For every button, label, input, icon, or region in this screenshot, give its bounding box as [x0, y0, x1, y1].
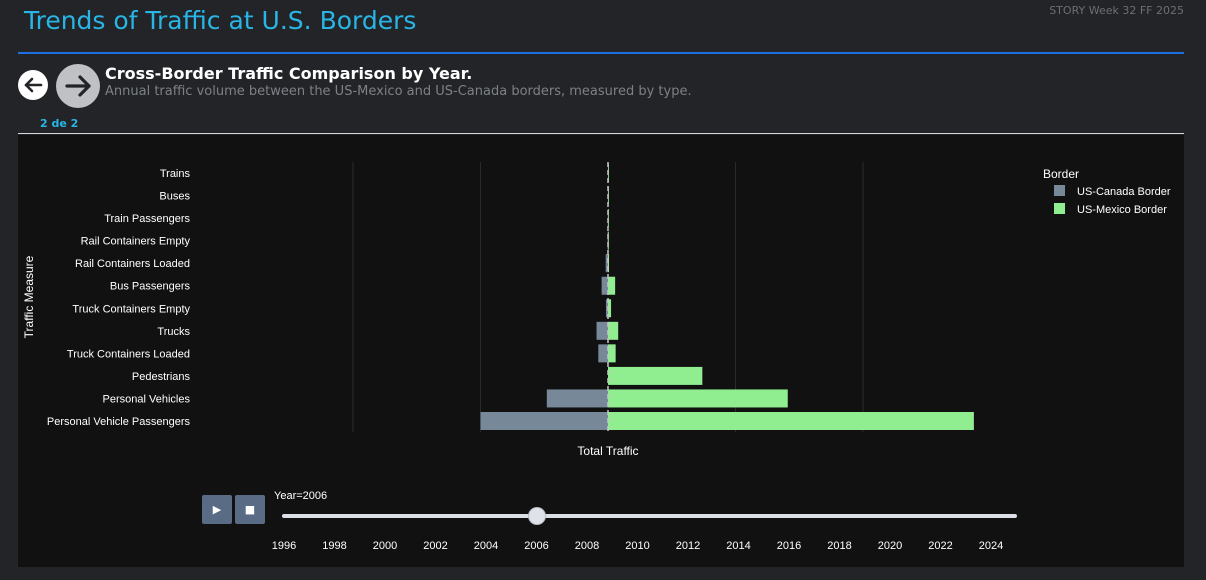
year-slider-track[interactable]	[282, 514, 1017, 518]
slider-tick-label: 2018	[827, 540, 852, 552]
slider-tick-label: 2022	[928, 540, 953, 552]
bar-mexico-5	[608, 276, 616, 295]
bar-canada-5	[601, 276, 608, 295]
slider-tick-label: 2016	[776, 540, 802, 552]
play-icon: ▶	[212, 503, 222, 516]
y-tick-label: Trucks	[157, 326, 190, 338]
slider-tick-label: 2002	[423, 540, 448, 552]
bar-chart: Trains Buses Train Passengers Rail Containe…	[22, 162, 1171, 458]
bar-canada-3	[607, 231, 609, 250]
slider-tick-label: 2004	[473, 540, 499, 552]
slider-tick-label: 2006	[524, 540, 549, 552]
slider-tick-label: 2012	[675, 540, 701, 552]
y-tick-label: Train Passengers	[104, 213, 190, 225]
bar-mexico-9	[608, 366, 703, 385]
bar-mexico-11	[608, 412, 974, 430]
bar-canada-6	[605, 299, 608, 318]
slider-tick-label: 2014	[726, 540, 751, 552]
story-tag: STORY Week 32 FF 2025	[1049, 4, 1184, 17]
y-tick-label: Rail Containers Empty	[81, 236, 191, 248]
chart-panel: Trains Buses Train Passengers Rail Containe…	[18, 135, 1184, 567]
slider-tick-label: 2010	[625, 540, 650, 552]
slider-tick-label: 2020	[877, 540, 903, 552]
x-axis-title: Total Traffic	[577, 444, 638, 458]
bar-mexico-7	[608, 321, 619, 340]
previous-slide-button[interactable]	[18, 70, 48, 100]
title-divider	[18, 52, 1184, 54]
legend-swatch-canada	[1054, 185, 1065, 196]
play-button[interactable]: ▶	[202, 495, 232, 524]
bar-mexico-6	[608, 299, 612, 318]
slider-tick-label: 2000	[372, 540, 398, 552]
year-slider-handle[interactable]	[527, 507, 546, 525]
y-tick-label: Personal Vehicles	[103, 393, 191, 405]
slider-tick-label: 2024	[978, 540, 1004, 552]
bar-mexico-10	[608, 389, 788, 408]
header-divider	[18, 133, 1184, 134]
bar-canada-10	[546, 389, 608, 408]
y-tick-label: Trains	[160, 168, 191, 180]
page-indicator: 2 de 2	[40, 117, 79, 130]
year-slider-label: Year=2006	[274, 490, 328, 502]
bar-canada-11	[480, 412, 608, 430]
y-tick-label: Truck Containers Loaded	[67, 348, 190, 360]
bar-mexico-3	[608, 231, 609, 250]
bar-mexico-8	[608, 344, 616, 363]
y-tick-label: Rail Containers Loaded	[75, 258, 190, 270]
next-slide-button[interactable]	[56, 64, 100, 108]
y-tick-label: Pedestrians	[132, 371, 191, 383]
bar-canada-7	[596, 321, 608, 340]
y-tick-label: Bus Passengers	[110, 281, 191, 293]
page-title: Trends of Traffic at U.S. Borders	[24, 6, 417, 35]
legend-title: Border	[1043, 167, 1079, 181]
legend-label-canada: US-Canada Border	[1077, 186, 1171, 198]
slider-tick-label: 1998	[322, 540, 347, 552]
slider-tick-label: 1996	[271, 540, 297, 552]
y-tick-label: Truck Containers Empty	[72, 303, 190, 315]
arrow-left-icon	[24, 77, 43, 93]
bar-canada-8	[598, 344, 608, 363]
bar-canada-4	[605, 254, 608, 273]
slider-tick-label: 2008	[574, 540, 600, 552]
slide-subtitle: Annual traffic volume between the US-Mex…	[105, 84, 692, 99]
arrow-right-icon	[65, 75, 91, 97]
slide-title: Cross-Border Traffic Comparison by Year.	[105, 64, 473, 83]
y-tick-label: Personal Vehicle Passengers	[47, 416, 191, 428]
legend-swatch-mexico	[1054, 203, 1065, 214]
y-axis-title: Traffic Measure	[22, 255, 36, 338]
stop-button[interactable]: ■	[235, 495, 265, 524]
y-tick-label: Buses	[159, 191, 190, 203]
stop-icon: ■	[244, 503, 256, 516]
bar-mexico-4	[608, 254, 610, 273]
legend-label-mexico: US-Mexico Border	[1077, 204, 1167, 216]
